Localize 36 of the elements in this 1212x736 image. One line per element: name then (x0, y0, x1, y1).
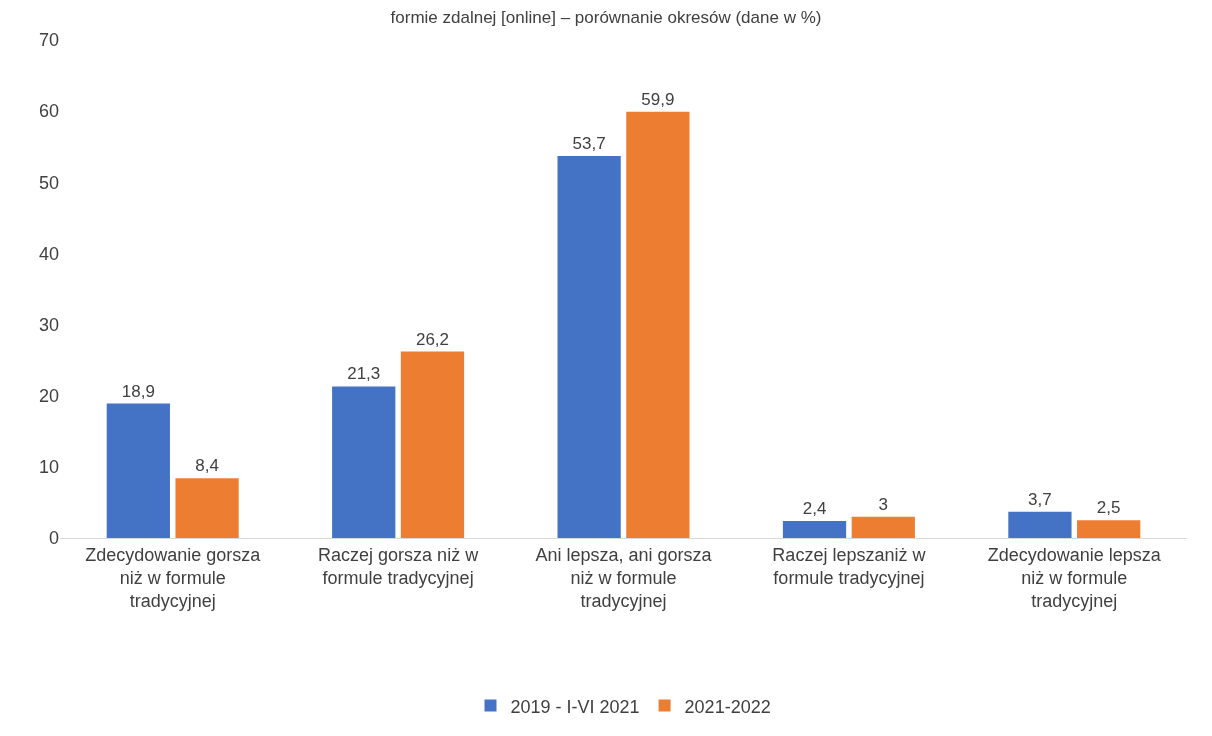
data-label: 59,9 (641, 89, 675, 109)
chart-title: formie zdalnej [online] – porównanie okresów (dane w %) (390, 7, 822, 27)
x-tick-label: Zdecydowanie lepsza niż w formule tradycyjnej (987, 544, 1162, 612)
x-tick-label: Raczej gorsza niż w formule tradycyjnej (318, 544, 480, 588)
y-tick-label: 20 (38, 386, 59, 407)
y-tick-label: 10 (38, 457, 59, 478)
legend-label: 2019 - I-VI 2021 (510, 696, 640, 717)
y-tick-label: 30 (38, 314, 59, 335)
data-label: 26,2 (415, 329, 450, 349)
data-label: 3,7 (1028, 489, 1052, 509)
bar (106, 403, 170, 538)
legend-label: 2021-2022 (684, 696, 771, 717)
data-label: 2,5 (1096, 498, 1121, 518)
bar (332, 386, 396, 538)
data-label: 21,3 (347, 364, 381, 384)
bar (782, 520, 847, 538)
y-tick-label: 70 (38, 30, 59, 51)
x-tick-label: Ani lepsza, ani gorsza niż w formule tradycyjnej (535, 544, 713, 612)
y-tick-label: 40 (38, 243, 59, 264)
data-label: 53,7 (572, 133, 606, 153)
bar (626, 111, 690, 538)
data-label: 8,4 (195, 456, 219, 476)
data-label: 3 (878, 494, 889, 514)
bar (1008, 511, 1072, 538)
bar (851, 516, 915, 538)
bar (557, 155, 621, 538)
bar (1077, 520, 1141, 538)
y-tick-label: 50 (38, 172, 59, 193)
y-tick-label: 0 (48, 528, 59, 549)
x-tick-label: Raczej lepszaniż w formule tradycyjnej (772, 544, 927, 588)
bar (175, 478, 239, 538)
x-tick-label: Zdecydowanie gorsza niż w formule tradycyjnej (85, 544, 262, 612)
data-label: 18,9 (121, 381, 155, 401)
y-tick-label: 60 (38, 101, 59, 122)
data-label: 2,4 (802, 498, 827, 518)
bar (400, 351, 465, 538)
